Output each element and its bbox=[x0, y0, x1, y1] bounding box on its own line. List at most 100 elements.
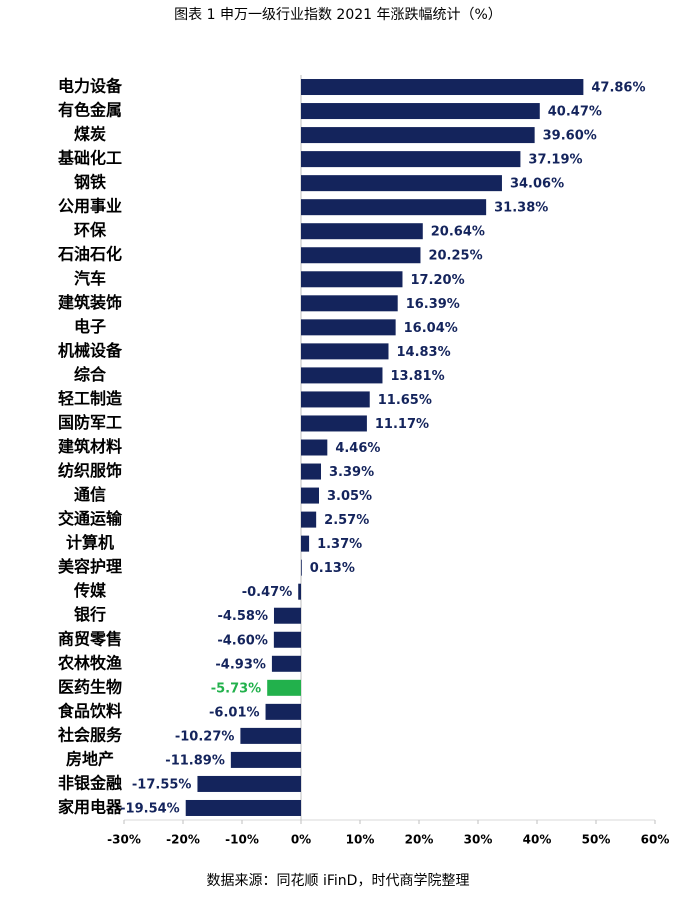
category-label: 钢铁 bbox=[74, 173, 106, 192]
category-label: 汽车 bbox=[74, 269, 106, 288]
value-label: 2.57% bbox=[324, 513, 369, 528]
bar bbox=[240, 727, 301, 744]
value-label: -6.01% bbox=[209, 705, 260, 720]
value-label: 20.64% bbox=[431, 225, 485, 240]
value-label: 4.46% bbox=[335, 441, 380, 456]
source-note: 数据来源：同花顺 iFinD，时代商学院整理 bbox=[207, 873, 470, 889]
category-label: 商贸零售 bbox=[58, 629, 122, 648]
value-label: -4.58% bbox=[217, 609, 268, 624]
category-label: 医药生物 bbox=[58, 677, 122, 696]
value-label: 37.19% bbox=[528, 153, 582, 168]
bar bbox=[230, 751, 301, 768]
category-label: 非银金融 bbox=[58, 773, 122, 792]
category-label: 石油石化 bbox=[57, 245, 122, 264]
bar bbox=[301, 511, 317, 528]
value-label: -4.60% bbox=[217, 633, 268, 648]
value-label: 3.05% bbox=[327, 489, 372, 504]
value-label: -17.55% bbox=[132, 777, 192, 792]
category-label: 房地产 bbox=[66, 749, 114, 768]
value-label: 16.04% bbox=[404, 321, 458, 336]
category-label: 环保 bbox=[74, 221, 107, 240]
bar bbox=[301, 271, 403, 288]
bar bbox=[301, 151, 521, 168]
value-label: 17.20% bbox=[410, 273, 464, 288]
value-label: -0.47% bbox=[242, 585, 293, 600]
bar bbox=[301, 175, 502, 192]
bar bbox=[301, 463, 322, 480]
value-label: 16.39% bbox=[406, 297, 460, 312]
bar bbox=[301, 343, 389, 360]
category-label: 社会服务 bbox=[57, 725, 123, 744]
value-label: -11.89% bbox=[165, 753, 225, 768]
value-label: 11.17% bbox=[375, 417, 429, 432]
x-tick-label: 0% bbox=[291, 833, 311, 847]
value-label: 13.81% bbox=[390, 369, 444, 384]
category-label: 计算机 bbox=[66, 533, 114, 552]
category-label: 轻工制造 bbox=[58, 389, 123, 408]
bar bbox=[301, 247, 421, 264]
category-label: 电力设备 bbox=[58, 77, 123, 96]
bar bbox=[301, 223, 423, 240]
category-label: 煤炭 bbox=[74, 125, 106, 144]
x-tick-label: 40% bbox=[523, 833, 552, 847]
value-label: 39.60% bbox=[543, 129, 597, 144]
chart-title: 图表 1 申万一级行业指数 2021 年涨跌幅统计（%） bbox=[174, 7, 502, 23]
value-label: 1.37% bbox=[317, 537, 362, 552]
value-label: 11.65% bbox=[378, 393, 432, 408]
x-tick-label: 10% bbox=[346, 833, 375, 847]
value-label: 47.86% bbox=[591, 81, 645, 96]
category-label: 电子 bbox=[74, 317, 106, 336]
x-tick-label: 30% bbox=[464, 833, 493, 847]
category-label: 银行 bbox=[74, 605, 106, 624]
category-label: 传媒 bbox=[73, 581, 107, 600]
x-tick-label: -20% bbox=[166, 833, 200, 847]
x-tick-label: -30% bbox=[107, 833, 141, 847]
category-label: 通信 bbox=[74, 485, 106, 504]
value-label: 31.38% bbox=[494, 201, 548, 216]
bar bbox=[273, 631, 301, 648]
bar bbox=[301, 127, 535, 144]
bar bbox=[301, 199, 487, 216]
bar bbox=[301, 367, 383, 384]
bar bbox=[271, 655, 301, 672]
bar bbox=[301, 559, 302, 576]
bar bbox=[301, 319, 396, 336]
bar bbox=[301, 439, 328, 456]
category-label: 有色金属 bbox=[58, 101, 122, 120]
bar bbox=[301, 415, 367, 432]
x-tick-label: 60% bbox=[641, 833, 670, 847]
x-tick-label: 50% bbox=[582, 833, 611, 847]
category-label: 综合 bbox=[74, 365, 107, 384]
category-label: 食品饮料 bbox=[57, 701, 122, 720]
bar bbox=[298, 583, 301, 600]
bar bbox=[301, 391, 370, 408]
value-label: 3.39% bbox=[329, 465, 374, 480]
category-label: 农林牧渔 bbox=[57, 653, 122, 672]
category-label: 国防军工 bbox=[58, 413, 122, 432]
category-label: 家用电器 bbox=[58, 797, 123, 816]
value-label: 34.06% bbox=[510, 177, 564, 192]
bar bbox=[267, 679, 301, 696]
bar bbox=[197, 775, 301, 792]
category-label: 美容护理 bbox=[58, 557, 122, 576]
bar bbox=[273, 607, 301, 624]
bar bbox=[301, 295, 398, 312]
bar bbox=[301, 535, 310, 552]
value-label: -4.93% bbox=[215, 657, 266, 672]
category-label: 建筑装饰 bbox=[58, 293, 122, 312]
value-label: 40.47% bbox=[548, 105, 602, 120]
value-label: 0.13% bbox=[310, 561, 355, 576]
bar bbox=[301, 487, 319, 504]
bar bbox=[185, 799, 301, 816]
category-label: 建筑材料 bbox=[58, 437, 122, 456]
bar bbox=[301, 103, 540, 120]
x-tick-label: -10% bbox=[225, 833, 259, 847]
category-label: 公用事业 bbox=[58, 197, 122, 216]
bar bbox=[301, 79, 584, 96]
bar bbox=[265, 703, 301, 720]
value-label: -5.73% bbox=[211, 681, 262, 696]
category-label: 交通运输 bbox=[58, 509, 123, 528]
value-label: 20.25% bbox=[428, 249, 482, 264]
x-tick-label: 20% bbox=[405, 833, 434, 847]
